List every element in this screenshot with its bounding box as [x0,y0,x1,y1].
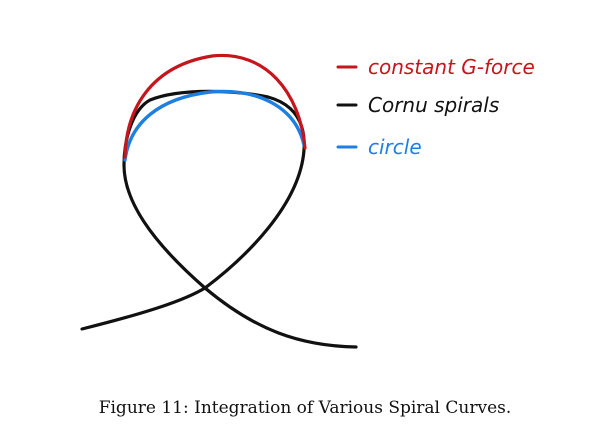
legend-item-cornu-spirals: Cornu spirals [336,93,499,117]
legend-label-constant-g-force: constant G-force [368,55,535,79]
legend-item-circle: circle [336,135,422,159]
circle-arc [123,89,306,162]
legend-label-cornu-spirals: Cornu spirals [368,93,499,117]
legend-item-constant-g-force: constant G-force [336,55,535,79]
legend-label-circle: circle [368,135,422,159]
constant-g-force-arc [123,53,307,159]
cornu-spiral-curve [80,89,358,349]
figure-caption: Figure 11: Integration of Various Spiral… [98,398,512,418]
legend: constant G-force Cornu spirals circle [336,55,535,159]
